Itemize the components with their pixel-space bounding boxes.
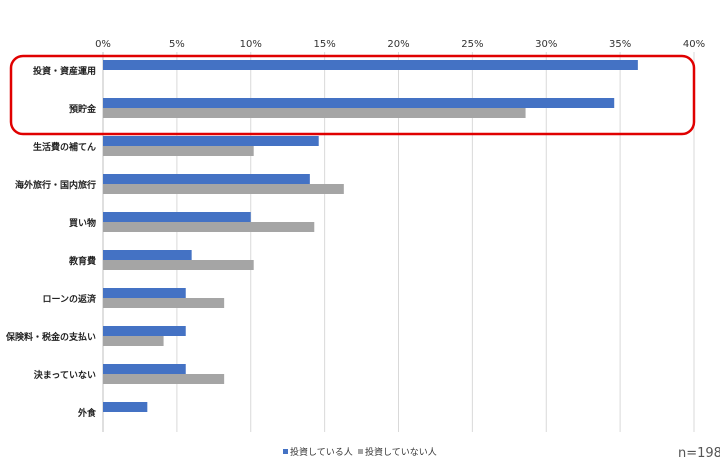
category-label: 海外旅行・国内旅行: [15, 179, 96, 191]
bar-not-invested: [103, 108, 526, 118]
category-label: 保険料・税金の支払い: [5, 331, 96, 343]
bar-invested: [103, 136, 319, 146]
x-tick-label: 30%: [535, 39, 557, 50]
bar-invested: [103, 288, 186, 298]
legend-label-invested: 投資している人: [290, 446, 353, 458]
bar-not-invested: [103, 146, 254, 156]
category-label: 投資・資産運用: [33, 65, 96, 77]
bar-invested: [103, 402, 148, 412]
bar-invested: [103, 250, 192, 260]
category-label: 決まっていない: [34, 369, 96, 381]
category-label: 教育費: [68, 255, 96, 267]
bar-not-invested: [103, 336, 164, 346]
bar-invested: [103, 60, 638, 70]
x-tick-label: 10%: [240, 39, 262, 50]
category-label: 買い物: [69, 217, 96, 229]
bar-not-invested: [103, 222, 315, 232]
bars: [103, 60, 638, 412]
bar-invested: [103, 326, 186, 336]
category-labels: 投資・資産運用預貯金生活費の補てん海外旅行・国内旅行買い物教育費ローンの返済保険…: [5, 65, 97, 419]
bar-not-invested: [103, 184, 344, 194]
x-tick-label: 20%: [387, 39, 409, 50]
highlight-box: [9, 54, 696, 136]
legend-swatch-invested: [283, 449, 288, 454]
x-tick-label: 25%: [461, 39, 483, 50]
category-label: 生活費の補てん: [33, 141, 96, 153]
bar-not-invested: [103, 374, 225, 384]
bar-invested: [103, 98, 615, 108]
sample-size-note: n=198: [678, 446, 720, 461]
bar-invested: [103, 212, 251, 222]
legend-label-not-invested: 投資していない人: [365, 446, 437, 458]
legend: 投資している人 投資していない人: [283, 446, 437, 458]
x-tick-label: 0%: [95, 39, 111, 50]
legend-swatch-not-invested: [358, 449, 363, 454]
bar-invested: [103, 174, 310, 184]
x-tick-label: 15%: [314, 39, 336, 50]
x-tick-label: 5%: [169, 39, 185, 50]
bar-not-invested: [103, 260, 254, 270]
x-axis-tick-labels: 0% 5% 10% 15% 20% 25% 30% 35% 40%: [95, 39, 705, 50]
x-tick-label: 40%: [683, 39, 705, 50]
bar-not-invested: [103, 298, 225, 308]
category-label: 外食: [77, 407, 97, 419]
highlight-layer: [9, 54, 696, 136]
category-label: ローンの返済: [42, 293, 97, 305]
category-label: 預貯金: [69, 103, 97, 115]
bar-invested: [103, 364, 186, 374]
x-tick-label: 35%: [609, 39, 631, 50]
